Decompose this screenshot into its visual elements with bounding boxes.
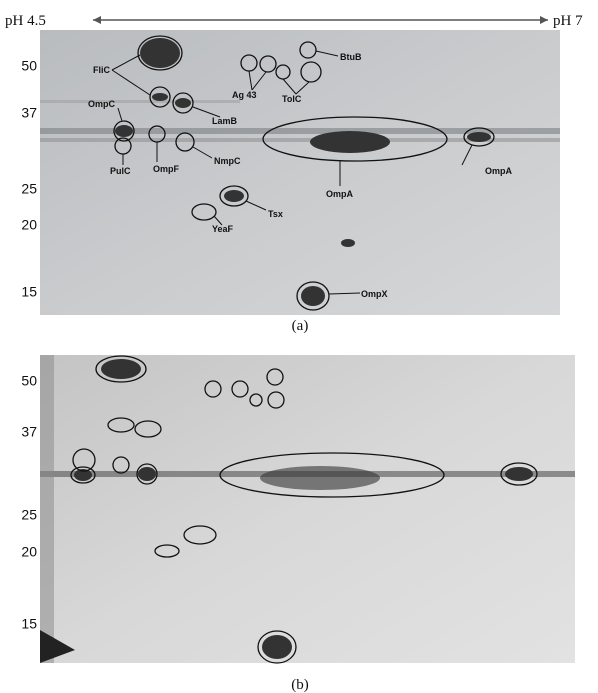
caption-a: (a) xyxy=(292,318,309,334)
spot-label: Ag 43 xyxy=(232,90,257,100)
gel-a xyxy=(40,30,560,315)
gel-a-features xyxy=(40,38,560,306)
spot-label: OmpX xyxy=(361,289,388,299)
spot-label: BtuB xyxy=(340,52,362,62)
ph-left: pH 4.5 xyxy=(5,13,46,29)
spot-label: OmpA xyxy=(326,189,354,199)
spot-label: OmpF xyxy=(153,164,180,174)
spot-label: TolC xyxy=(282,94,302,104)
mw-label: 37 xyxy=(21,105,37,121)
mw-label: 15 xyxy=(21,616,37,632)
leaders-a xyxy=(111,50,473,295)
caption-b: (b) xyxy=(291,677,309,693)
spot-label: YeaF xyxy=(212,224,234,234)
mw-label: 25 xyxy=(21,507,37,523)
mw-label: 20 xyxy=(21,544,37,560)
mw-label: 37 xyxy=(21,424,37,440)
mw-label: 50 xyxy=(21,58,37,74)
spot-label: NmpC xyxy=(214,156,241,166)
rings-b xyxy=(70,355,538,664)
gel-b-features xyxy=(40,355,575,663)
spot-label: Tsx xyxy=(268,209,283,219)
mw-label: 15 xyxy=(21,284,37,300)
mw-label: 25 xyxy=(21,181,37,197)
spot-label: PulC xyxy=(110,166,131,176)
mw-label: 50 xyxy=(21,373,37,389)
ph-right: pH 7 xyxy=(553,13,583,29)
rings-a xyxy=(113,35,495,311)
spot-label: OmpA xyxy=(485,166,513,176)
mw-label: 20 xyxy=(21,217,37,233)
gel-b xyxy=(40,355,575,663)
spot-label: LamB xyxy=(212,116,238,126)
spot-label: FliC xyxy=(93,65,110,75)
spot-label: OmpC xyxy=(88,99,116,109)
